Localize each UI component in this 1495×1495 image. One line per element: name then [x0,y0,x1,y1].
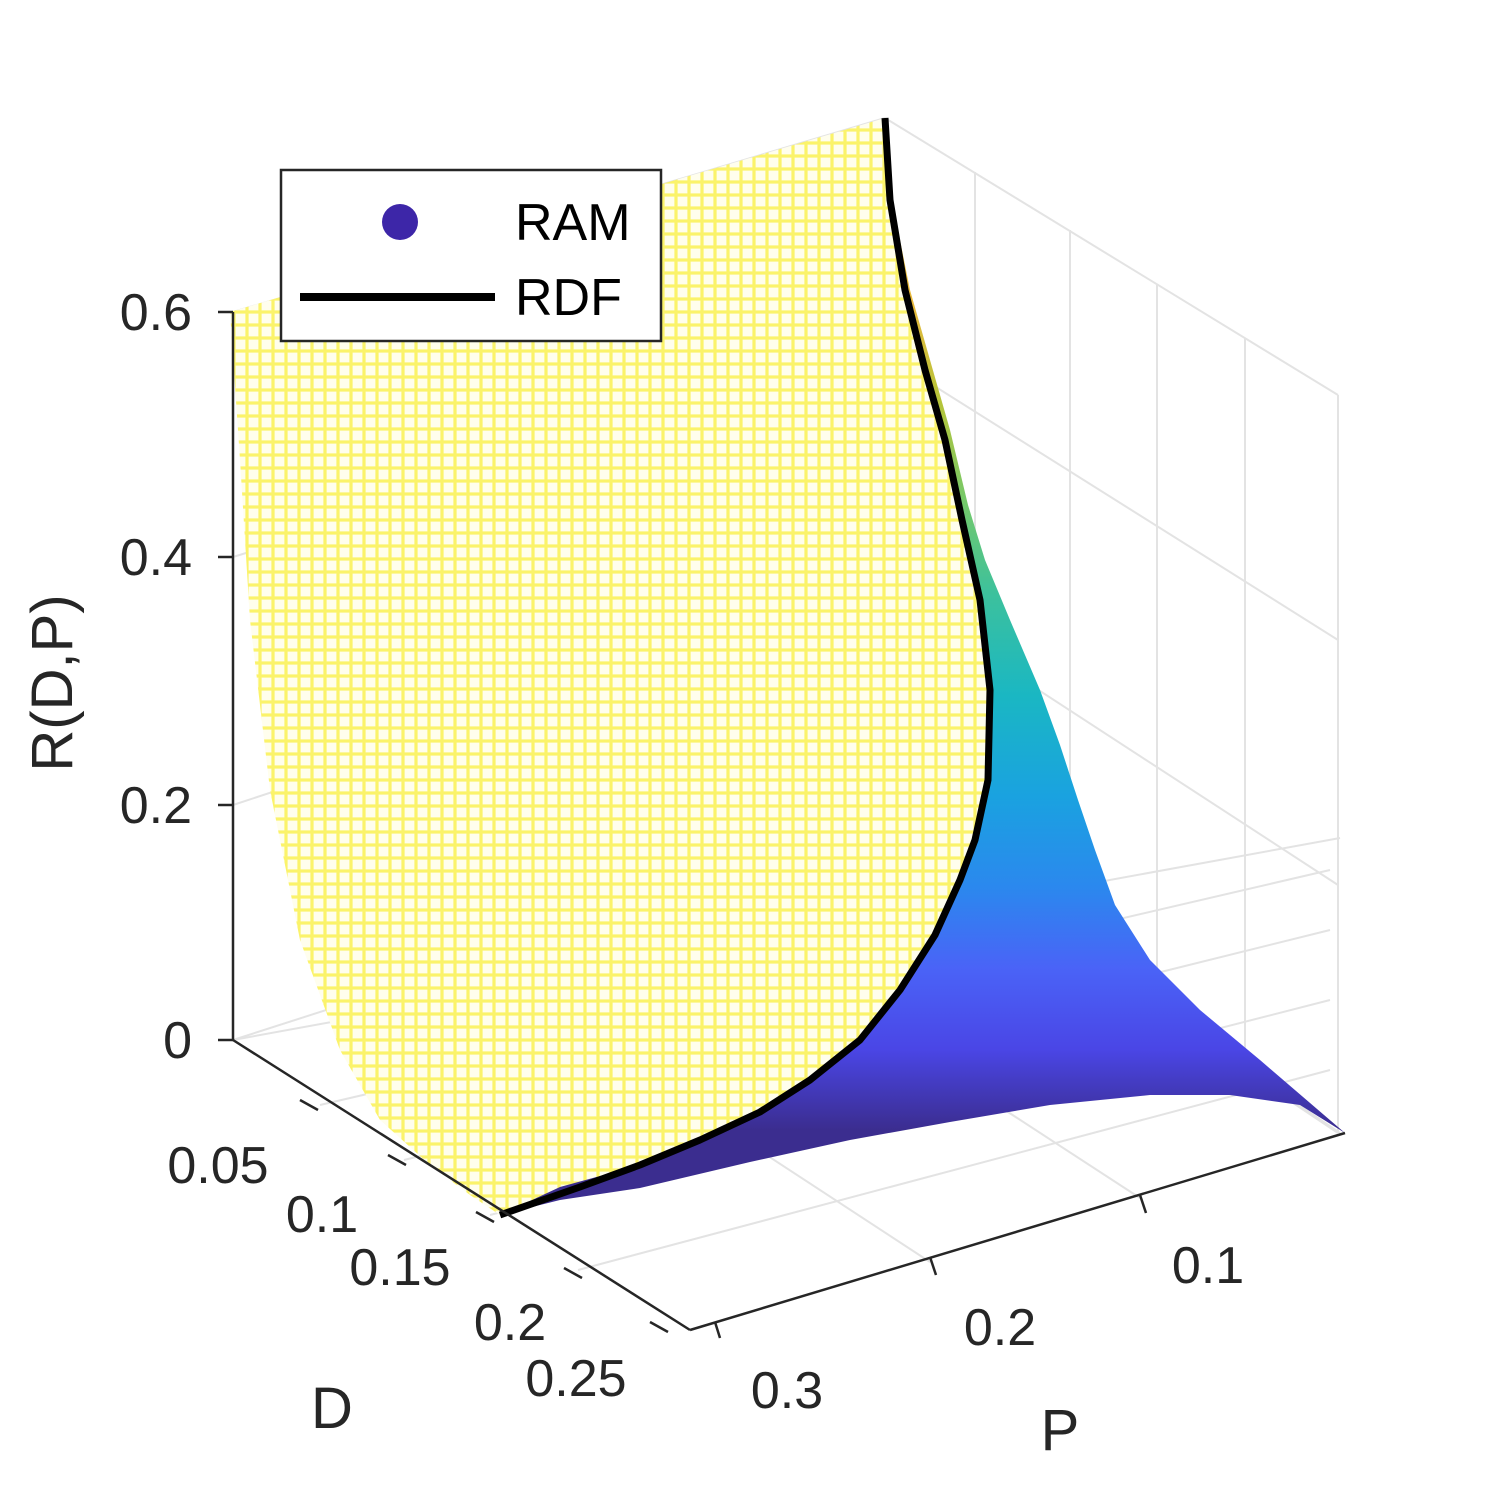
p-axis-line [689,1131,1346,1332]
p-axis-label: P [1041,1398,1080,1463]
z-tick-0.4: 0.4 [120,529,192,587]
d-tick-0.15: 0.15 [349,1239,450,1297]
d-tick-0.05: 0.05 [167,1137,268,1195]
legend-rdf-label: RDF [515,269,622,327]
z-tick-0.2: 0.2 [120,777,192,835]
p-tick-0.3: 0.3 [751,1362,823,1420]
z-ticks [218,310,233,1042]
d-ticks [299,1098,669,1334]
rdf-curve [498,117,994,1219]
legend-box [279,168,663,343]
p-ticks [713,1194,1148,1339]
z-tick-0: 0 [163,1012,192,1070]
axis-lines [231,312,1346,1332]
d-tick-0.25: 0.25 [525,1350,626,1408]
d-tick-0.2: 0.2 [474,1294,546,1352]
d-axis-label: D [311,1376,353,1441]
p-tick-0.1: 0.1 [1172,1237,1244,1295]
ram-surface [500,118,1345,1215]
legend-ram-label: RAM [515,194,631,252]
z-tick-0.6: 0.6 [120,284,192,342]
p-tick-0.2: 0.2 [964,1299,1036,1357]
z-axis-label: R(D,P) [20,594,85,771]
legend-ram-marker [382,204,418,240]
d-axis-line [232,1038,691,1332]
legend: RAM RDF [279,168,663,343]
d-tick-0.1: 0.1 [286,1186,358,1244]
